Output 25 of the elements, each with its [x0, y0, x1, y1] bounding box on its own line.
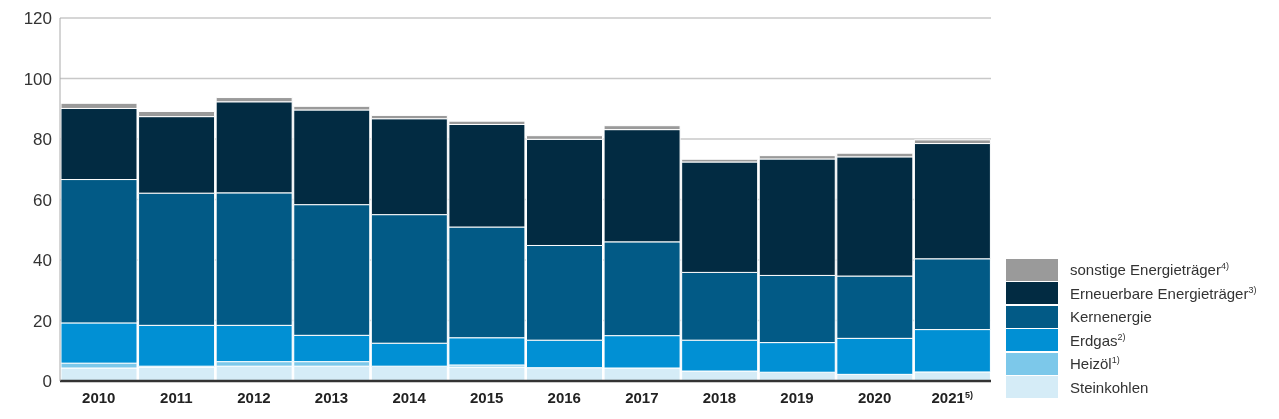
y-tick-label: 0: [42, 372, 52, 392]
x-tick-label: 2010: [82, 389, 116, 406]
y-tick-label: 20: [33, 311, 52, 331]
x-tick-label: 2014: [392, 389, 427, 406]
x-tick-label: 2011: [160, 389, 193, 406]
legend-label: Heizöl$^{1)}$: [1070, 355, 1120, 373]
x-tick-label: 2018: [702, 389, 737, 406]
x-tick-label: 2019: [780, 389, 814, 406]
x-tick-label: 2020: [857, 389, 892, 406]
x-tick-label: 2015: [470, 389, 504, 406]
legend-label: Steinkohlen: [1070, 378, 1149, 396]
x-tick-label: 2017: [625, 389, 659, 406]
y-tick-label: 120: [23, 9, 52, 29]
legend-label: Kernenergie: [1070, 308, 1152, 326]
x-tick-label: 2021$^{5)}$: [931, 389, 973, 406]
y-tick-label: 60: [33, 190, 52, 210]
x-tick-label: 2013: [314, 389, 349, 406]
x-tick-label: 2012: [237, 389, 271, 406]
y-tick-label: 40: [33, 251, 52, 271]
legend-label: Erdgas$^{2)}$: [1070, 331, 1126, 349]
x-tick-label: 2016: [547, 389, 581, 406]
y-tick-label: 100: [23, 69, 52, 89]
y-tick-label: 80: [33, 130, 52, 150]
legend-label: Erneuerbare Energieträger$^{3)}$: [1070, 284, 1257, 302]
legend-label: sonstige Energieträger$^{4)}$: [1070, 261, 1229, 279]
